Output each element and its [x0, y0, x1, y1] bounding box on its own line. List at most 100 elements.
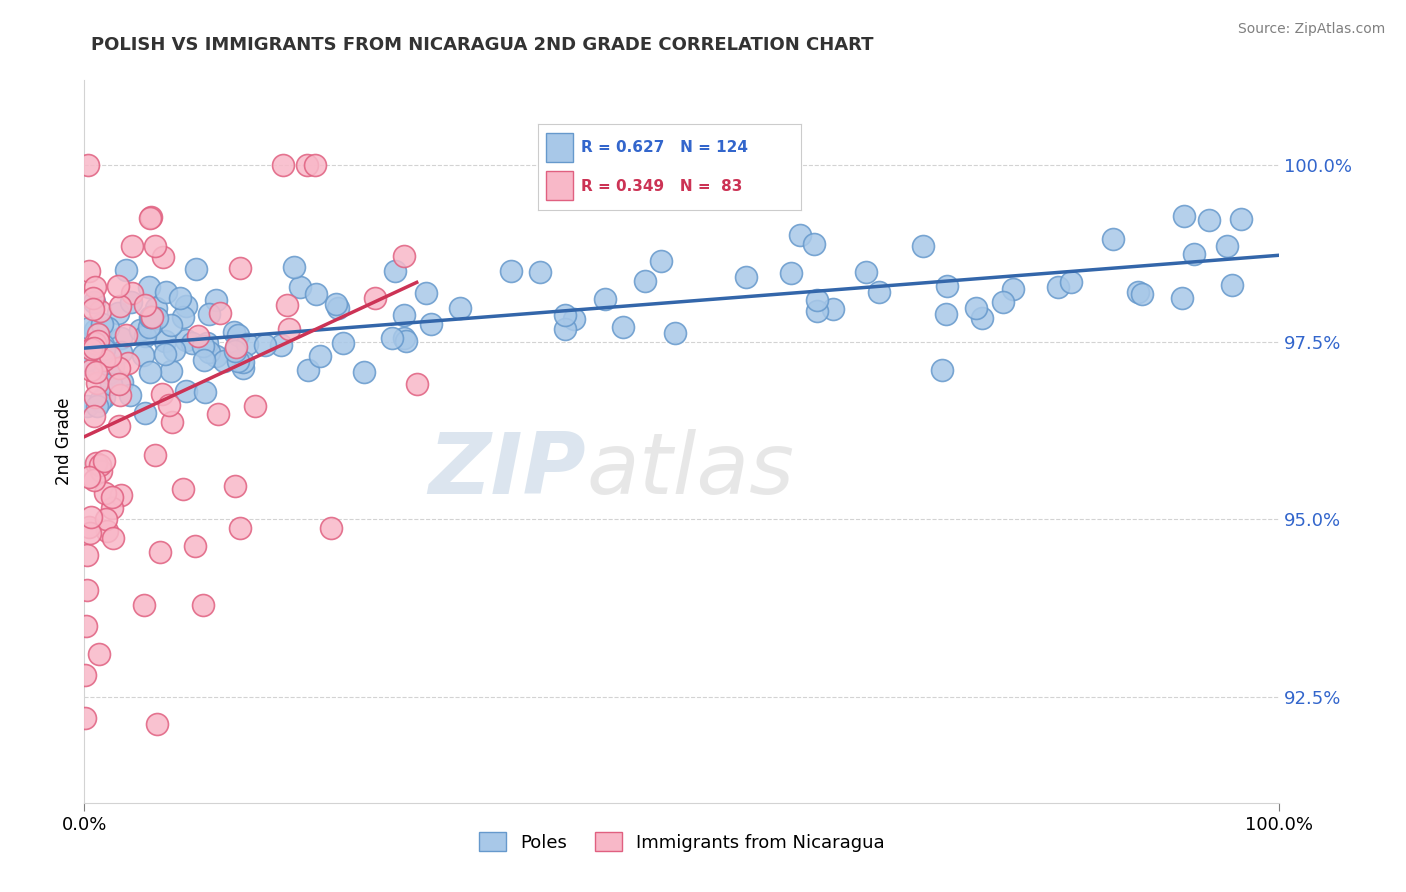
Point: [228, 261, 250, 276]
Point: [181, 335, 204, 350]
Point: [76, 583, 98, 598]
Point: [415, 285, 437, 300]
Point: [224, 343, 246, 358]
Point: [83, 390, 105, 404]
Point: [84, 280, 107, 294]
Point: [806, 293, 828, 307]
Point: [172, 310, 194, 324]
Point: [83, 409, 105, 423]
Point: [392, 331, 415, 345]
Point: [224, 479, 246, 493]
Point: [1220, 277, 1243, 292]
Point: [554, 322, 576, 336]
Point: [138, 320, 160, 334]
Point: [270, 338, 292, 352]
Point: [77, 470, 100, 484]
Point: [89, 303, 111, 318]
Point: [107, 279, 129, 293]
Point: [100, 377, 122, 392]
Point: [803, 237, 825, 252]
Text: POLISH VS IMMIGRANTS FROM NICARAGUA 2ND GRADE CORRELATION CHART: POLISH VS IMMIGRANTS FROM NICARAGUA 2ND …: [91, 36, 875, 54]
Point: [198, 307, 221, 321]
Point: [191, 339, 214, 353]
Point: [1173, 209, 1195, 223]
Point: [160, 318, 183, 332]
Point: [82, 291, 104, 305]
Point: [83, 473, 105, 487]
Point: [153, 347, 176, 361]
Point: [110, 344, 132, 359]
Point: [91, 338, 114, 352]
Point: [138, 280, 160, 294]
Point: [305, 287, 328, 301]
Point: [931, 362, 953, 376]
Point: [236, 337, 259, 351]
Point: [134, 598, 156, 612]
Point: [228, 328, 250, 343]
Point: [222, 325, 245, 339]
Point: [1230, 211, 1253, 226]
Point: [134, 328, 156, 343]
Point: [309, 350, 332, 364]
Point: [392, 308, 415, 322]
Point: [97, 366, 120, 380]
Point: [155, 285, 177, 300]
Point: [75, 618, 97, 632]
Point: [381, 331, 404, 345]
Point: [253, 338, 276, 352]
Text: Source: ZipAtlas.com: Source: ZipAtlas.com: [1237, 22, 1385, 37]
Point: [276, 298, 298, 312]
Point: [93, 486, 115, 500]
Point: [117, 356, 139, 370]
Point: [83, 294, 105, 309]
Point: [83, 335, 105, 350]
Point: [936, 279, 959, 293]
Point: [146, 311, 169, 326]
Point: [143, 448, 166, 462]
Point: [332, 336, 354, 351]
Point: [735, 269, 758, 284]
Point: [84, 323, 107, 337]
Point: [325, 296, 347, 310]
Point: [1198, 213, 1220, 227]
Point: [76, 548, 98, 562]
Point: [139, 211, 162, 225]
Point: [93, 454, 115, 468]
Point: [93, 390, 115, 404]
Point: [184, 262, 207, 277]
Point: [304, 159, 326, 173]
Point: [107, 360, 129, 375]
Point: [77, 264, 100, 278]
Point: [77, 520, 100, 534]
Point: [139, 210, 162, 224]
Point: [93, 342, 115, 356]
Point: [138, 365, 160, 379]
Point: [84, 365, 107, 379]
Point: [1171, 291, 1194, 305]
Point: [297, 363, 319, 377]
Point: [160, 416, 183, 430]
Point: [205, 349, 228, 363]
Point: [554, 308, 576, 322]
Point: [80, 343, 103, 357]
Point: [73, 711, 96, 725]
Point: [198, 344, 221, 359]
Point: [110, 488, 132, 502]
Point: [107, 306, 129, 320]
Point: [107, 419, 129, 434]
Point: [139, 318, 162, 332]
Point: [243, 400, 266, 414]
Point: [1060, 275, 1083, 289]
Point: [100, 500, 122, 515]
Point: [91, 358, 114, 372]
Point: [1102, 232, 1125, 246]
Point: [195, 336, 218, 351]
Point: [1128, 285, 1150, 299]
Point: [97, 320, 120, 334]
Point: [82, 301, 104, 316]
Point: [89, 647, 111, 661]
Point: [1216, 239, 1239, 253]
Point: [935, 307, 957, 321]
Point: [75, 357, 97, 371]
Point: [121, 285, 143, 300]
